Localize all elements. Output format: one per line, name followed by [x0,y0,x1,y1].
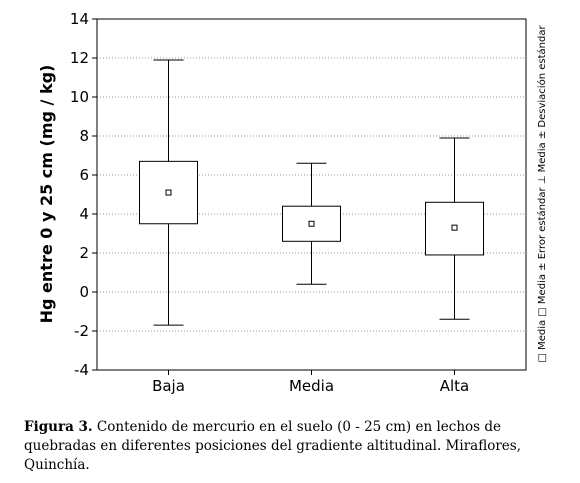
y-tick-label-0: -4 [74,361,89,379]
caption-text: Contenido de mercurio en el suelo (0 - 2… [24,419,521,473]
y-tick-label-3: 2 [79,244,89,262]
x-tick-label-2: Alta [440,377,470,395]
legend: □ Media □ Media ± Error estándar ⊥ Media… [536,25,548,363]
y-tick-label-7: 10 [70,88,89,106]
mean-marker-1 [308,220,315,227]
y-tick-label-5: 6 [79,166,89,184]
boxes [139,59,484,326]
box-plot-chart: -4 -2 0 2 4 6 8 10 12 14 Baja Media Alta Hg entre 0… [37,10,548,395]
caption-label: Figura 3. [24,419,93,435]
box-group-0 [139,59,198,326]
y-tick-label-9: 14 [70,10,89,28]
y-tick-label-1: -2 [74,322,89,340]
mean-marker-2 [451,224,458,231]
figure-caption: Figura 3. Contenido de mercurio en el su… [24,418,564,475]
box-group-2 [425,137,484,320]
x-tick-label-0: Baja [152,377,185,395]
y-axis-ticks: -4 -2 0 2 4 6 8 10 12 14 [70,10,97,379]
y-tick-label-2: 0 [79,283,89,301]
box-group-1 [282,162,341,285]
y-tick-label-8: 12 [70,49,89,67]
x-tick-label-1: Media [289,377,334,395]
box-se-1 [282,205,341,242]
y-tick-label-6: 8 [79,127,89,145]
y-axis-label: Hg entre 0 y 25 cm (mg / kg) [37,65,56,324]
y-tick-label-4: 4 [79,205,89,223]
x-axis-ticks: Baja Media Alta [152,370,469,395]
mean-marker-0 [165,189,172,196]
